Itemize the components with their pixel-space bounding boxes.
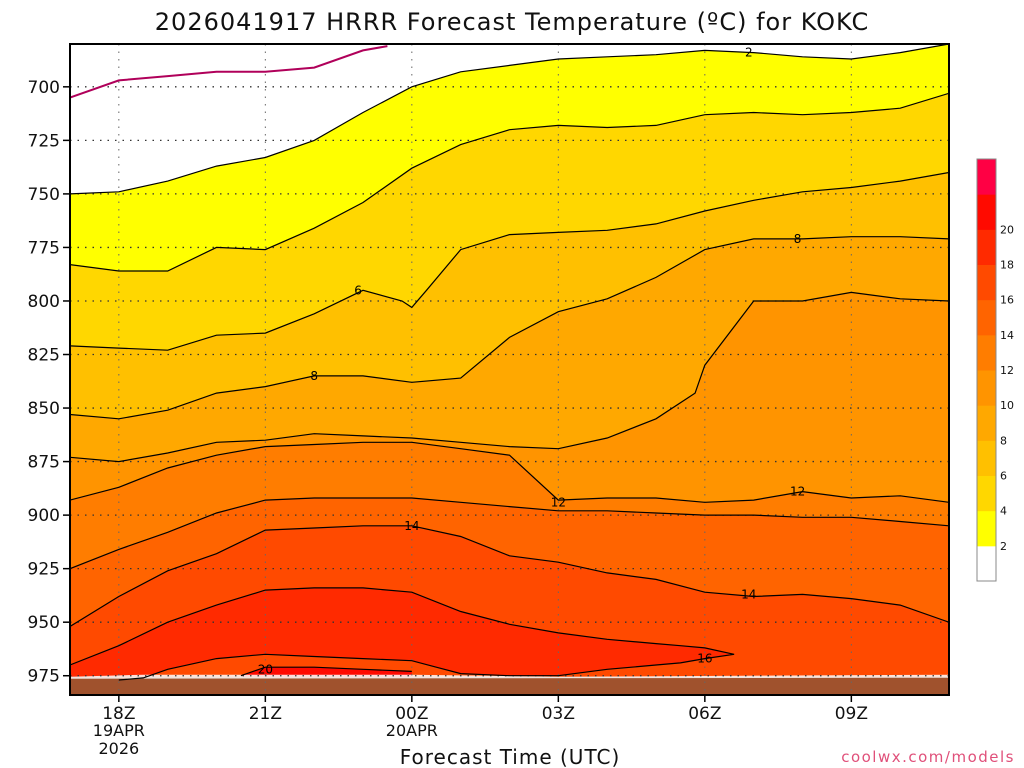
x-tick-label: 09Z <box>835 704 868 724</box>
y-tick-label: 975 <box>28 667 60 687</box>
x-tick-label: 03Z <box>542 704 575 724</box>
y-tick-label: 750 <box>28 185 60 205</box>
credit-text[interactable]: coolwx.com/models <box>841 748 1015 766</box>
contour-label: 8 <box>310 369 318 383</box>
contour-label: 12 <box>790 485 805 499</box>
colorbar-swatch <box>977 405 996 441</box>
y-tick-label: 950 <box>28 613 60 633</box>
isotherm-6 <box>70 171 949 351</box>
y-tick-label: 800 <box>28 292 60 312</box>
x-tick-label: 21Z <box>249 704 282 724</box>
colorbar-swatch <box>977 475 996 512</box>
contour-label: 8 <box>794 232 802 246</box>
colorbar: 2 4 6 8 10 12 14 16 18 20 <box>976 158 1014 582</box>
y-tick-label: 725 <box>28 131 60 151</box>
colorbar-label: 2 <box>1000 540 1007 553</box>
isotherm-10 <box>70 291 949 463</box>
colorbar-label: 20 <box>1000 223 1014 236</box>
x-tick-date: 2026 <box>98 739 139 758</box>
colorbar-swatch <box>977 440 996 476</box>
isotherm-contours <box>70 44 949 681</box>
colorbar-swatch <box>977 510 996 547</box>
chart-title: 2026041917 HRRR Forecast Temperature (ºC… <box>155 8 869 36</box>
isotherm-20 <box>240 666 412 677</box>
surface-edge <box>70 674 949 679</box>
plot-area <box>70 44 949 695</box>
isotherm-0 <box>70 45 388 99</box>
colorbar-label: 10 <box>1000 399 1014 412</box>
y-tick-label: 825 <box>28 346 60 366</box>
x-tick-label: 00Z <box>395 704 428 724</box>
colorbar-label: 8 <box>1000 434 1007 447</box>
contour-label: 6 <box>354 283 362 297</box>
x-axis-label: Forecast Time (UTC) <box>400 745 621 768</box>
colorbar-label: 6 <box>1000 470 1007 483</box>
isotherm-2 <box>70 44 949 195</box>
contour-label: 14 <box>404 519 419 533</box>
colorbar-label: 12 <box>1000 364 1014 377</box>
x-tick-label: 06Z <box>688 704 721 724</box>
plot-frame <box>69 43 950 696</box>
colorbar-frame <box>976 158 997 582</box>
colorbar-swatch <box>977 545 996 582</box>
y-tick-label: 775 <box>28 238 60 258</box>
isotherm-12 <box>70 441 949 503</box>
y-tick-label: 850 <box>28 399 60 419</box>
colorbar-swatch <box>977 299 996 336</box>
colorbar-swatch <box>977 370 996 406</box>
x-tick-date: 20APR <box>386 721 438 740</box>
colorbar-label: 16 <box>1000 294 1014 307</box>
contour-label: 20 <box>258 662 273 676</box>
band-18 <box>70 587 735 695</box>
colorbar-swatch <box>977 194 996 230</box>
y-tick-label: 925 <box>28 560 60 580</box>
isotherm-18 <box>70 587 735 681</box>
surface-ground <box>70 676 949 695</box>
x-tick-date: 19APR <box>93 721 145 740</box>
colorbar-swatch <box>977 264 996 301</box>
x-tick-label: 18Z <box>102 704 135 724</box>
isotherm-8 <box>70 236 949 420</box>
contour-label: 12 <box>551 495 566 509</box>
y-tick-label: 875 <box>28 453 60 473</box>
contour-label: 2 <box>745 46 753 60</box>
colorbar-swatch <box>977 159 996 195</box>
contour-labels: 2 6 8 8 12 12 14 14 16 20 <box>258 46 806 677</box>
y-tick-label: 700 <box>28 78 60 98</box>
colorbar-swatch <box>977 334 996 371</box>
colorbar-label: 14 <box>1000 329 1014 342</box>
isotherm-4 <box>70 92 949 272</box>
colorbar-label: 18 <box>1000 259 1014 272</box>
colorbar-swatch <box>977 229 996 265</box>
contour-label: 14 <box>741 587 756 601</box>
isotherm-14 <box>70 497 949 570</box>
isotherm-16 <box>70 525 949 628</box>
colorbar-label: 4 <box>1000 505 1007 518</box>
y-tick-label: 900 <box>28 506 60 526</box>
contour-label: 16 <box>697 652 712 666</box>
y-axis: 700 725 750 775 800 825 850 875 900 925 950 975 <box>28 78 70 687</box>
